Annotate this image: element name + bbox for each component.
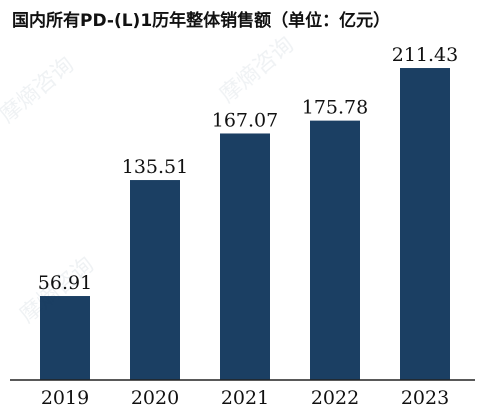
x-tick-label-2023: 2023 <box>401 387 449 409</box>
chart-title: 国内所有PD-(L)1历年整体销售额（单位：亿元） <box>12 11 391 31</box>
bar-2020 <box>130 180 180 380</box>
x-tick-label-2021: 2021 <box>221 387 269 409</box>
value-label-2022: 175.78 <box>302 97 368 119</box>
x-tick-label-2022: 2022 <box>311 387 359 409</box>
x-tick-labels-layer: 2019 2020 2021 2022 2023 <box>41 387 449 409</box>
bar-2023 <box>400 68 450 381</box>
x-tick-label-2020: 2020 <box>131 387 179 409</box>
bar-2021 <box>220 133 270 380</box>
x-tick-label-2019: 2019 <box>41 387 89 409</box>
value-label-2021: 167.07 <box>212 109 278 131</box>
bar-2022 <box>310 120 360 381</box>
value-label-2020: 135.51 <box>122 156 188 178</box>
value-label-2023: 211.43 <box>392 44 458 66</box>
value-label-2019: 56.91 <box>38 272 92 294</box>
bar-2019 <box>40 296 90 380</box>
bars-layer <box>40 68 450 381</box>
value-labels-layer: 56.91 135.51 167.07 175.78 211.43 <box>38 44 458 294</box>
